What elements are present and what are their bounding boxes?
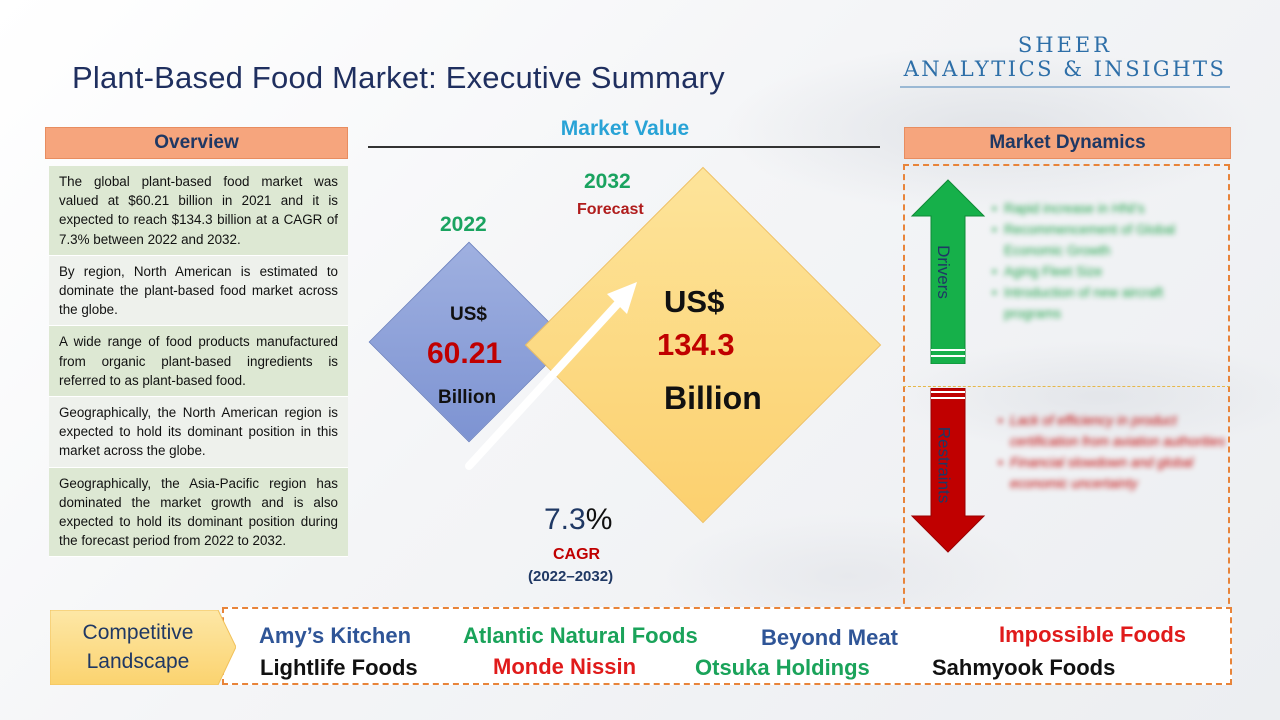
driver-item: Recommencement of Global Economic Growth <box>992 219 1222 261</box>
overview-heading: Overview <box>45 127 348 159</box>
restraint-item: Lack of efficiency in product certificat… <box>998 410 1226 452</box>
competitive-label-line-2: Landscape <box>86 650 190 673</box>
restraints-list: Lack of efficiency in product certificat… <box>998 410 1226 494</box>
company-name: Monde Nissin <box>493 654 637 679</box>
restraint-item: Financial slowdown and global economic u… <box>998 452 1226 494</box>
market-dynamics-heading: Market Dynamics <box>904 127 1231 159</box>
logo-line-2: ANALYTICS & INSIGHTS <box>903 57 1227 81</box>
company-name: Impossible Foods <box>999 622 1187 647</box>
overview-item-1: The global plant-based food market was v… <box>49 166 348 256</box>
cagr-value: 7.3% <box>544 503 612 537</box>
growth-arrow-icon <box>465 282 637 470</box>
cagr-period: (2022–2032) <box>528 568 614 585</box>
base-currency: US$ <box>450 304 487 325</box>
base-unit: Billion <box>438 387 497 408</box>
base-value: 60.21 <box>427 337 503 370</box>
overview-item-5: Geographically, the Asia-Pacific region … <box>49 467 348 558</box>
forecast-year: 2032 <box>584 170 631 193</box>
overview-list: The global plant-based food market was v… <box>49 166 348 558</box>
drivers-up-arrow-icon <box>910 179 986 364</box>
overview-item-2: By region, North American is estimated t… <box>49 255 348 327</box>
restraints-label: Restraints <box>934 426 954 504</box>
forecast-label: Forecast <box>577 201 644 218</box>
company-name: Beyond Meat <box>761 625 898 650</box>
company-name: Atlantic Natural Foods <box>463 623 698 648</box>
overview-item-4: Geographically, the North American regio… <box>49 397 348 468</box>
page-title: Plant-Based Food Market: Executive Summa… <box>72 60 725 95</box>
drivers-list: Rapid increase in HNI's Recommencement o… <box>992 198 1222 324</box>
drivers-label: Drivers <box>933 245 953 299</box>
competitive-landscape-panel <box>222 607 1232 685</box>
market-value-heading: Market Value <box>560 117 690 140</box>
overview-item-3: A wide range of food products manufactur… <box>49 326 348 398</box>
forecast-unit: Billion <box>664 380 762 416</box>
forecast-value: 134.3 <box>657 327 735 362</box>
cagr-number: 7.3 <box>544 503 586 536</box>
driver-item: Rapid increase in HNI's <box>992 198 1222 219</box>
competitive-landscape-badge <box>50 610 236 685</box>
company-name: Otsuka Holdings <box>695 655 870 680</box>
brand-logo: SHEER ANALYTICS & INSIGHTS <box>890 34 1240 88</box>
market-dynamics-divider <box>903 386 1230 387</box>
base-year: 2022 <box>440 213 487 236</box>
logo-line-1: SHEER <box>1017 33 1113 57</box>
company-name: Amy’s Kitchen <box>259 623 412 648</box>
cagr-percent-sign: % <box>585 503 613 536</box>
cagr-label: CAGR <box>553 546 601 563</box>
company-name: Sahmyook Foods <box>932 655 1116 680</box>
driver-item: Introduction of new aircraft programs <box>992 282 1222 324</box>
competitive-label-line-1: Competitive <box>82 621 194 644</box>
driver-item: Aging Fleet Size <box>992 261 1222 282</box>
logo-underline <box>900 86 1230 88</box>
company-name: Lightlife Foods <box>260 655 418 680</box>
market-value-divider <box>368 146 880 148</box>
competitive-landscape-label: Competitive Landscape <box>62 618 214 676</box>
forecast-currency: US$ <box>664 284 725 319</box>
restraints-down-arrow-icon <box>910 388 986 553</box>
